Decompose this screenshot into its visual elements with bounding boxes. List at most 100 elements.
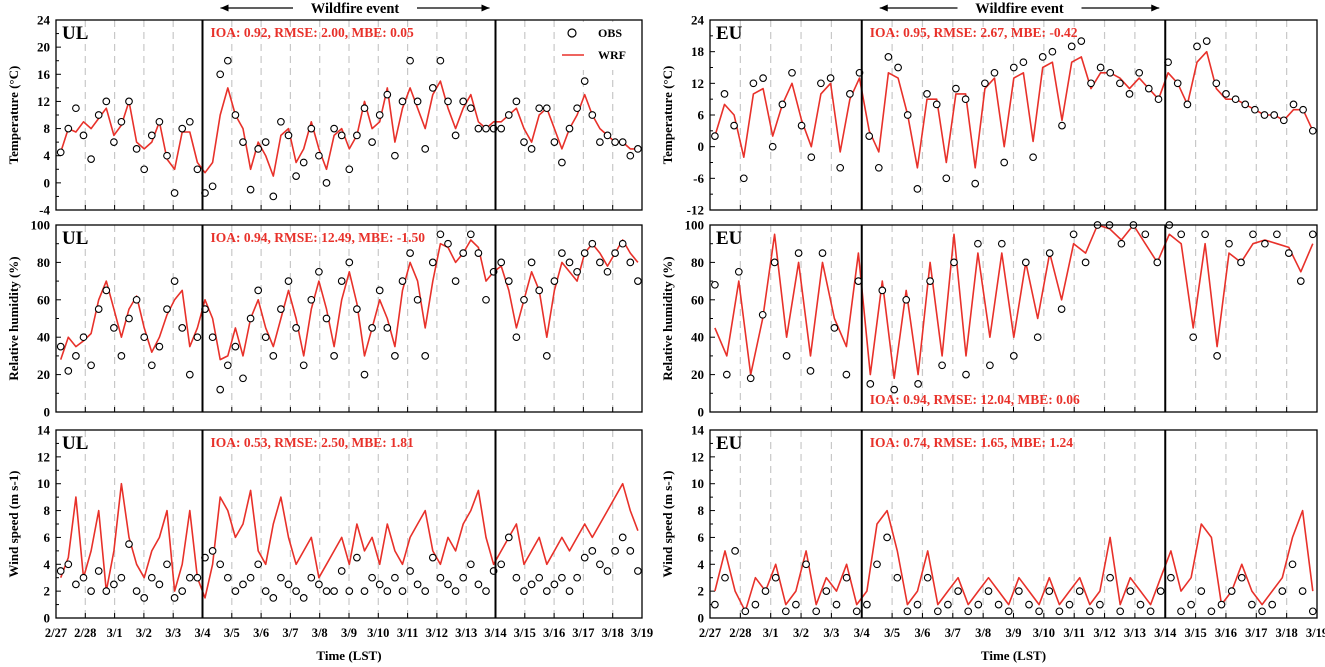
- obs-point: [1069, 230, 1078, 239]
- x-tick-label: 3/17: [1245, 626, 1267, 640]
- obs-point: [292, 324, 300, 332]
- obs-point: [1268, 600, 1277, 609]
- obs-point: [444, 580, 452, 589]
- obs-point: [550, 580, 559, 589]
- y-tick-label: 20: [691, 367, 704, 382]
- y-tick-label: 0: [44, 175, 51, 190]
- obs-point: [1270, 111, 1279, 119]
- obs-point: [208, 547, 217, 555]
- obs-point: [368, 573, 376, 582]
- obs-point: [817, 79, 825, 88]
- obs-point: [322, 314, 331, 323]
- obs-point: [110, 580, 118, 589]
- obs-point: [512, 97, 521, 106]
- obs-point: [990, 68, 999, 77]
- obs-point: [1187, 600, 1195, 609]
- x-tick-label: 2/28: [729, 626, 751, 640]
- obs-point: [398, 97, 407, 106]
- obs-point: [1009, 352, 1018, 360]
- event-arrow-left-head: [220, 4, 229, 12]
- obs-point: [596, 560, 604, 569]
- y-tick-label: 0: [44, 611, 51, 626]
- obs-point: [185, 117, 194, 126]
- obs-point: [1156, 587, 1165, 595]
- obs-point: [527, 580, 536, 589]
- obs-point: [261, 587, 270, 595]
- obs-point: [353, 131, 361, 140]
- obs-point: [140, 333, 149, 342]
- panel-frame: [55, 429, 643, 619]
- obs-point: [1260, 111, 1269, 119]
- obs-point: [1261, 239, 1269, 248]
- obs-point: [193, 165, 202, 174]
- x-tick-label: 3/16: [1215, 626, 1237, 640]
- obs-point: [398, 277, 407, 285]
- obs-point: [1116, 79, 1124, 88]
- obs-point: [573, 267, 581, 276]
- obs-point: [444, 97, 452, 106]
- obs-point: [1183, 100, 1192, 109]
- panel-ul-wind_speed: 0 2 4 6 8 10 12 14 Wind speed (m s-1) UL IOA: 0.53…: [6, 423, 653, 664]
- obs-point: [428, 258, 437, 267]
- obs-point: [923, 573, 932, 582]
- x-tick-label: 3/6: [914, 626, 930, 640]
- obs-point: [626, 151, 635, 160]
- obs-point: [330, 124, 338, 133]
- obs-point: [155, 117, 164, 126]
- obs-point: [535, 573, 544, 582]
- y-tick-label: 40: [691, 330, 704, 345]
- obs-point: [588, 547, 597, 555]
- obs-point: [722, 370, 731, 379]
- obs-point: [1251, 105, 1259, 114]
- y-tick-label: 12: [37, 94, 50, 109]
- obs-point: [391, 151, 399, 160]
- obs-point: [634, 145, 642, 153]
- obs-point: [565, 124, 574, 133]
- obs-point: [368, 138, 376, 146]
- obs-point: [1273, 230, 1281, 239]
- y-tick-label: 8: [698, 503, 705, 518]
- obs-point: [903, 607, 912, 616]
- obs-point: [942, 174, 951, 183]
- obs-point: [634, 277, 642, 285]
- obs-point: [818, 249, 827, 257]
- y-tick-label: 4: [698, 557, 705, 572]
- y-tick-label: 20: [37, 40, 50, 55]
- obs-point: [413, 97, 422, 106]
- obs-point: [451, 277, 460, 285]
- obs-point: [1085, 607, 1094, 616]
- obs-point: [254, 560, 263, 569]
- obs-point: [1141, 230, 1150, 239]
- obs-point: [284, 131, 293, 140]
- obs-point: [322, 587, 331, 595]
- obs-point: [147, 573, 156, 582]
- obs-point: [353, 305, 361, 313]
- y-tick-label: 4: [44, 148, 51, 163]
- obs-point: [261, 333, 270, 342]
- obs-point: [94, 567, 103, 575]
- obs-point: [944, 600, 952, 609]
- obs-point: [444, 239, 452, 248]
- panel-frame: [709, 429, 1318, 619]
- x-tick-label: 3/10: [367, 626, 389, 640]
- obs-point: [1096, 600, 1104, 609]
- obs-point: [1177, 607, 1185, 616]
- obs-point: [806, 367, 815, 375]
- obs-point: [770, 258, 779, 267]
- obs-point: [451, 131, 460, 140]
- panel-frame: [55, 19, 643, 211]
- y-tick-label: 60: [37, 292, 50, 307]
- obs-point: [873, 560, 881, 569]
- x-tick-label: 3/19: [631, 626, 653, 640]
- obs-point: [231, 342, 240, 351]
- obs-point: [140, 165, 149, 174]
- obs-point: [56, 567, 65, 575]
- legend-obs-label: OBS: [598, 26, 622, 40]
- obs-point: [558, 249, 566, 257]
- obs-point: [72, 352, 80, 360]
- obs-point: [147, 361, 156, 370]
- x-tick-label: 3/1: [763, 626, 779, 640]
- obs-point: [497, 124, 506, 133]
- obs-point: [1126, 587, 1135, 595]
- panel-ul-relative_humidity: 0 20 40 60 80 100 Relative humidity (%) UL IOA: …: [6, 218, 643, 420]
